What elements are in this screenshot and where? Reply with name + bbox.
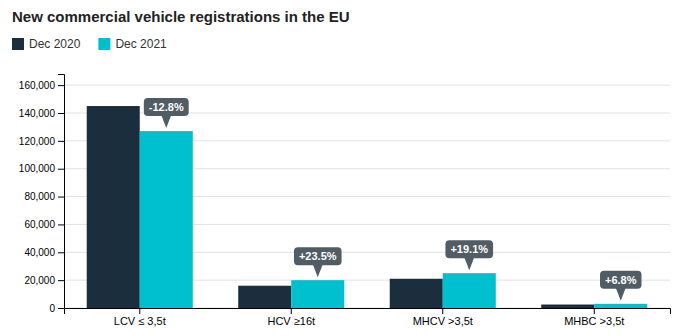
y-tick-mark	[58, 169, 64, 170]
y-tick-mark	[58, 280, 64, 281]
plot: 0 20,000 40,000 60,000 80,000 100,000 120,000 1…	[19, 75, 671, 327]
legend-swatch	[98, 38, 110, 50]
x-tick: HCV ≥16t	[267, 308, 315, 327]
bar	[87, 106, 140, 308]
annotation-tail	[313, 264, 323, 277]
annotation-label: +23.5%	[299, 250, 337, 262]
title: New commercial vehicle registrations in …	[12, 8, 350, 25]
y-tick-label: 20,000	[24, 275, 55, 286]
y-tick-mark	[58, 224, 64, 225]
bar	[390, 279, 443, 308]
annotation: -12.8%	[144, 98, 189, 128]
y-tick: 160,000	[19, 80, 64, 91]
x-tick-mark	[594, 308, 595, 314]
bar-series	[87, 106, 595, 308]
y-tick-label: 60,000	[24, 219, 55, 230]
legend-label: Dec 2020	[29, 37, 81, 51]
annotation-label: -12.8%	[149, 101, 184, 113]
y-tick: 100,000	[19, 163, 64, 174]
x-tick-label: MHBC >3,5t	[564, 315, 624, 327]
x-tick: LCV ≤ 3,5t	[114, 308, 166, 327]
annotation: +19.1%	[445, 240, 493, 270]
y-tick-label: 140,000	[19, 108, 56, 119]
y-tick-label: 100,000	[19, 163, 56, 174]
annotation-bubble	[144, 98, 189, 116]
x-tick-mark	[291, 308, 292, 314]
x-tick-label: MHCV >3,5t	[413, 315, 473, 327]
y-tick-label: 80,000	[24, 191, 55, 202]
legend-swatch	[12, 38, 24, 50]
x-tick-mark	[139, 308, 140, 314]
y-tick-mark	[58, 197, 64, 198]
annotation: +6.8%	[600, 271, 642, 301]
y-tick-label: 120,000	[19, 136, 56, 147]
y-tick: 40,000	[24, 247, 64, 258]
y-tick-mark	[58, 113, 64, 114]
grid-line	[64, 85, 670, 86]
y-tick-mark	[58, 141, 64, 142]
bar	[541, 305, 594, 308]
y-tick-mark	[58, 308, 64, 309]
annotation-bubble	[294, 247, 342, 265]
y-tick-label: 40,000	[24, 247, 55, 258]
bar	[291, 280, 344, 308]
y-tick: 20,000	[24, 275, 64, 286]
x-tick-label: HCV ≥16t	[267, 315, 315, 327]
x-tick: MHBC >3,5t	[564, 308, 624, 327]
y-tick: 120,000	[19, 136, 64, 147]
x-tick: MHCV >3,5t	[413, 308, 473, 327]
annotations: -12.8% +23.5% +19.1% +6.8%	[144, 98, 642, 301]
grid	[64, 85, 670, 308]
y-axis-line	[58, 75, 65, 309]
y-tick-mark	[58, 252, 64, 253]
x-tick-mark	[442, 308, 443, 314]
bar-series	[140, 131, 648, 308]
legend-item: Dec 2020	[12, 37, 81, 51]
annotation-bubble	[600, 271, 642, 289]
annotation: +23.5%	[294, 247, 342, 277]
x-axis-line	[65, 309, 671, 315]
annotation-tail	[161, 115, 171, 128]
annotation-bubble	[445, 240, 493, 258]
annotation-tail	[464, 257, 474, 270]
bar	[140, 131, 193, 308]
annotation-tail	[616, 288, 626, 301]
chart: New commercial vehicle registrations in …	[0, 0, 690, 336]
annotation-label: +6.8%	[605, 274, 637, 286]
legend-item: Dec 2021	[98, 37, 167, 51]
bar	[443, 273, 496, 308]
bars	[87, 106, 648, 308]
legend: Dec 2020 Dec 2021	[12, 37, 167, 51]
y-tick: 0	[49, 303, 64, 314]
y-tick-label: 160,000	[19, 80, 56, 91]
y-tick: 140,000	[19, 108, 64, 119]
y-tick-label: 0	[49, 303, 55, 314]
y-tick: 60,000	[24, 219, 64, 230]
y-axis: 0 20,000 40,000 60,000 80,000 100,000 120,000 1…	[19, 75, 65, 314]
x-tick-label: LCV ≤ 3,5t	[114, 315, 166, 327]
bar	[594, 304, 647, 308]
x-axis: LCV ≤ 3,5t HCV ≥16t MHCV >3,5t MHBC >3,5t	[65, 308, 671, 327]
y-tick-mark	[58, 85, 64, 86]
annotation-label: +19.1%	[450, 243, 488, 255]
legend-label: Dec 2021	[115, 37, 167, 51]
bar	[238, 286, 291, 308]
y-tick: 80,000	[24, 191, 64, 202]
